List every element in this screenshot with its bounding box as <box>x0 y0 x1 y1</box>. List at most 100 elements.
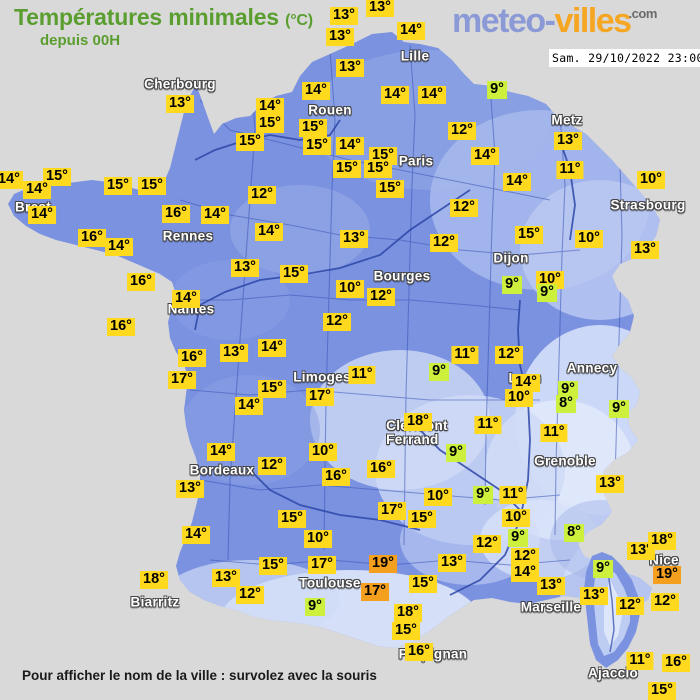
temperature-chip[interactable]: 16° <box>662 654 690 672</box>
city-label-cherbourg[interactable]: Cherbourg <box>144 76 216 92</box>
temperature-chip[interactable]: 10° <box>502 509 530 527</box>
temperature-chip[interactable]: 17° <box>361 583 389 601</box>
city-label-marseille[interactable]: Marseille <box>520 599 582 615</box>
temperature-chip[interactable]: 15° <box>278 510 306 528</box>
temperature-chip[interactable]: 16° <box>405 643 433 661</box>
temperature-chip[interactable]: 13° <box>220 344 248 362</box>
temperature-chip[interactable]: 16° <box>107 318 135 336</box>
temperature-chip[interactable]: 11° <box>556 161 584 179</box>
temperature-chip[interactable]: 15° <box>408 510 436 528</box>
temperature-chip[interactable]: 14° <box>336 137 364 155</box>
temperature-chip[interactable]: 12° <box>450 199 478 217</box>
temperature-chip[interactable]: 15° <box>515 226 543 244</box>
temperature-chip[interactable]: 18° <box>648 532 676 550</box>
temperature-chip[interactable]: 14° <box>397 22 425 40</box>
temperature-chip[interactable]: 14° <box>23 181 51 199</box>
temperature-chip[interactable]: 15° <box>280 265 308 283</box>
temperature-chip[interactable]: 12° <box>448 122 476 140</box>
temperature-chip[interactable]: 19° <box>369 555 397 573</box>
city-label-bourges[interactable]: Bourges <box>373 268 431 284</box>
temperature-chip[interactable]: 12° <box>367 288 395 306</box>
temperature-chip[interactable]: 9° <box>473 486 493 504</box>
temperature-chip[interactable]: 13° <box>631 241 659 259</box>
temperature-chip[interactable]: 12° <box>511 548 539 566</box>
temperature-chip[interactable]: 15° <box>364 160 392 178</box>
city-label-limoges[interactable]: Limoges <box>293 369 351 385</box>
temperature-chip[interactable]: 15° <box>138 177 166 195</box>
temperature-chip[interactable]: 10° <box>309 443 337 461</box>
temperature-chip[interactable]: 15° <box>333 160 361 178</box>
temperature-chip[interactable]: 17° <box>308 556 336 574</box>
temperature-chip[interactable]: 12° <box>236 586 264 604</box>
temperature-chip[interactable]: 13° <box>596 475 624 493</box>
city-label-metz[interactable]: Metz <box>551 112 583 128</box>
city-label-annecy[interactable]: Annecy <box>566 360 618 376</box>
temperature-chip[interactable]: 11° <box>626 652 654 670</box>
temperature-chip[interactable]: 9° <box>593 560 613 578</box>
temperature-chip[interactable]: 12° <box>323 313 351 331</box>
city-label-toulouse[interactable]: Toulouse <box>299 575 361 591</box>
temperature-chip[interactable]: 14° <box>28 206 56 224</box>
temperature-chip[interactable]: 11° <box>451 346 479 364</box>
temperature-chip[interactable]: 11° <box>474 416 502 434</box>
temperature-chip[interactable]: 14° <box>418 86 446 104</box>
temperature-chip[interactable]: 9° <box>502 276 522 294</box>
temperature-chip[interactable]: 18° <box>394 604 422 622</box>
city-label-rouen[interactable]: Rouen <box>308 102 352 118</box>
temperature-chip[interactable]: 11° <box>499 486 527 504</box>
temperature-chip[interactable]: 13° <box>627 542 655 560</box>
temperature-chip[interactable]: 10° <box>575 230 603 248</box>
temperature-chip[interactable]: 16° <box>367 460 395 478</box>
temperature-chip[interactable]: 16° <box>78 229 106 247</box>
temperature-chip[interactable]: 13° <box>537 577 565 595</box>
temperature-chip[interactable]: 10° <box>424 488 452 506</box>
temperature-chip[interactable]: 14° <box>255 223 283 241</box>
temperature-chip[interactable]: 19° <box>653 566 681 584</box>
city-label-paris[interactable]: Paris <box>398 153 434 169</box>
temperature-chip[interactable]: 11° <box>540 424 568 442</box>
temperature-chip[interactable]: 10° <box>505 389 533 407</box>
temperature-chip[interactable]: 16° <box>162 205 190 223</box>
city-label-nice[interactable]: Nice <box>649 552 679 568</box>
temperature-chip[interactable]: 14° <box>172 290 200 308</box>
temperature-chip[interactable]: 14° <box>0 171 23 189</box>
temperature-chip[interactable]: 14° <box>512 374 540 392</box>
temperature-chip[interactable]: 9° <box>446 444 466 462</box>
temperature-chip[interactable]: 13° <box>366 0 394 17</box>
city-label-lille[interactable]: Lille <box>400 48 430 64</box>
temperature-chip[interactable]: 12° <box>495 346 523 364</box>
temperature-chip[interactable]: 15° <box>256 115 284 133</box>
temperature-chip[interactable]: 9° <box>305 598 325 616</box>
temperature-chip[interactable]: 17° <box>168 371 196 389</box>
temperature-chip[interactable]: 13° <box>580 587 608 605</box>
temperature-chip[interactable]: 10° <box>637 171 665 189</box>
city-label-bordeaux[interactable]: Bordeaux <box>189 462 255 478</box>
temperature-chip[interactable]: 15° <box>299 119 327 137</box>
site-logo[interactable]: meteo-villes.com <box>452 2 659 41</box>
temperature-chip[interactable]: 12° <box>248 186 276 204</box>
temperature-chip[interactable]: 14° <box>258 339 286 357</box>
temperature-chip[interactable]: 14° <box>182 526 210 544</box>
temperature-chip[interactable]: 14° <box>381 86 409 104</box>
temperature-chip[interactable]: 15° <box>409 575 437 593</box>
temperature-chip[interactable]: 14° <box>256 98 284 116</box>
temperature-chip[interactable]: 13° <box>166 95 194 113</box>
city-label-grenoble[interactable]: Grenoble <box>534 453 596 469</box>
temperature-chip[interactable]: 14° <box>201 206 229 224</box>
temperature-chip[interactable]: 15° <box>258 380 286 398</box>
temperature-chip[interactable]: 13° <box>326 28 354 46</box>
temperature-chip[interactable]: 9° <box>609 400 629 418</box>
temperature-chip[interactable]: 8° <box>564 524 584 542</box>
temperature-chip[interactable]: 13° <box>336 59 364 77</box>
temperature-chip[interactable]: 17° <box>378 502 406 520</box>
temperature-chip[interactable]: 12° <box>616 597 644 615</box>
temperature-chip[interactable]: 13° <box>340 230 368 248</box>
temperature-chip[interactable]: 16° <box>178 349 206 367</box>
temperature-chip[interactable]: 9° <box>429 363 449 381</box>
temperature-chip[interactable]: 9° <box>558 381 578 399</box>
temperature-chip[interactable]: 14° <box>511 564 539 582</box>
temperature-chip[interactable]: 9° <box>508 529 528 547</box>
temperature-chip[interactable]: 13° <box>176 480 204 498</box>
city-label-rennes[interactable]: Rennes <box>162 228 214 244</box>
